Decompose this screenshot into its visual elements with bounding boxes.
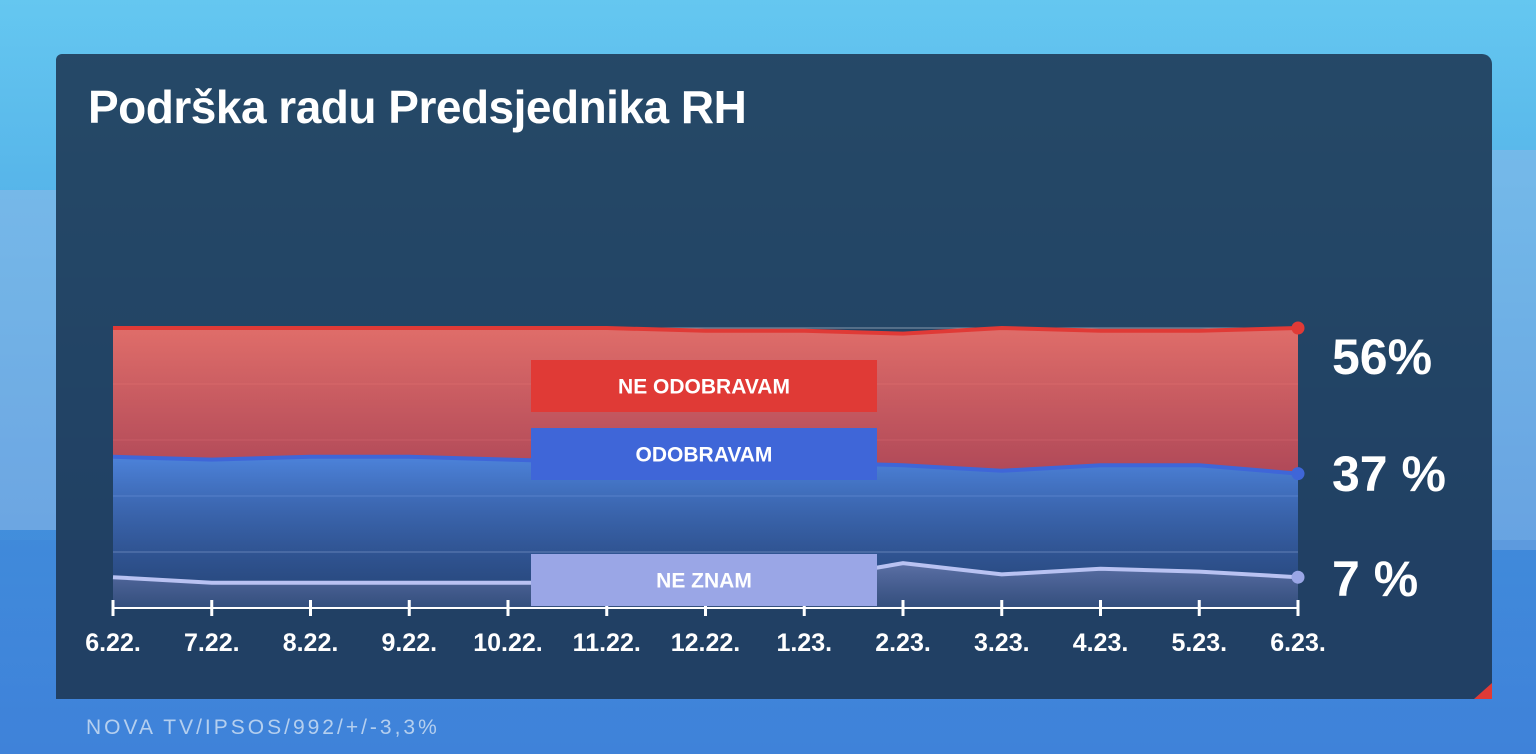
x-tick-label: 7.22. — [184, 629, 240, 657]
end-marker-ne-odobravam — [1291, 321, 1305, 335]
x-tick-label: 1.23. — [776, 629, 832, 657]
x-tick-label: 2.23. — [875, 629, 931, 657]
x-tick-label: 9.22. — [381, 629, 437, 657]
line-ne-odobravam — [113, 325, 1299, 336]
x-tick-label: 4.23. — [1073, 629, 1129, 657]
end-label-ne-znam: 7 % — [1332, 551, 1418, 607]
end-marker-ne-znam — [1291, 570, 1305, 584]
chart-title: Podrška radu Predsjednika RH — [88, 81, 747, 133]
legend-odobravam — [531, 428, 877, 480]
end-marker-odobravam — [1291, 467, 1305, 481]
x-tick-label: 11.22. — [573, 629, 641, 657]
source-note: NOVA TV/IPSOS/992/+/-3,3% — [86, 716, 440, 739]
legend-ne-odobravam — [531, 360, 877, 412]
legend-ne-odobravam-label: NE ODOBRAVAM — [618, 376, 790, 399]
x-tick-label: 6.22. — [85, 629, 141, 657]
end-label-odobravam: 37 % — [1332, 446, 1446, 502]
legend-ne-znam-label: NE ZNAM — [656, 570, 752, 593]
area-odobravam — [113, 456, 1298, 583]
x-tick-label: 3.23. — [974, 629, 1030, 657]
legend-ne-znam — [531, 554, 877, 606]
end-label-ne-odobravam: 56% — [1332, 329, 1432, 385]
x-tick-label: 8.22. — [283, 629, 339, 657]
x-tick-label: 6.23. — [1270, 629, 1326, 657]
x-tick-label: 12.22. — [671, 629, 741, 657]
legend-odobravam-label: ODOBRAVAM — [636, 444, 773, 467]
x-tick-label: 5.23. — [1171, 629, 1227, 657]
x-tick-label: 10.22. — [473, 629, 543, 657]
